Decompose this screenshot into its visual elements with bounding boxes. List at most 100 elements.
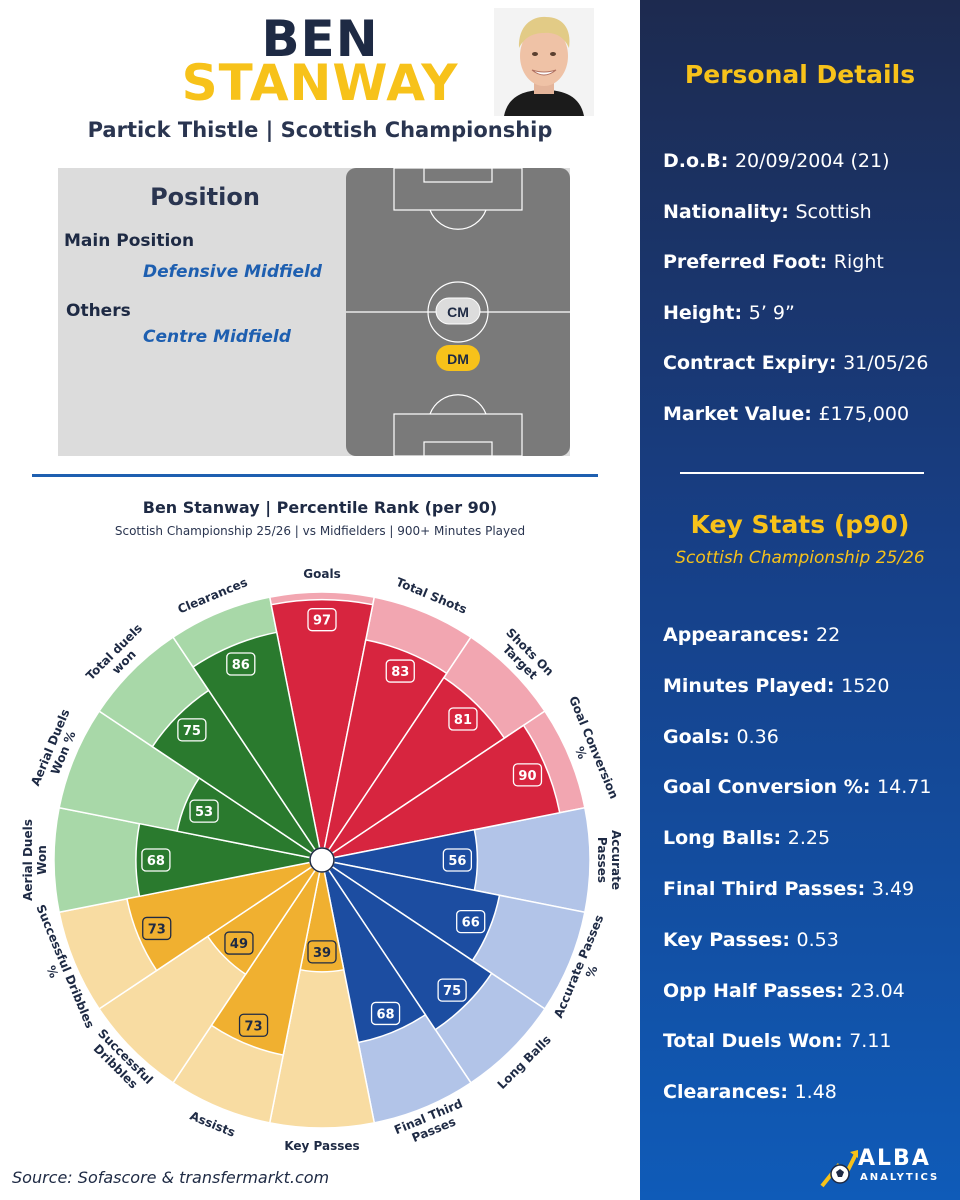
personal-detail-label: Nationality:	[663, 200, 796, 223]
value-label-box	[512, 763, 543, 787]
key-stat-value: 7.11	[849, 1030, 892, 1053]
pitch-diagram: CM DM	[346, 168, 570, 456]
key-stat-value: 1520	[841, 674, 890, 697]
dm-marker	[436, 345, 480, 371]
value-label-box	[224, 931, 254, 955]
value-label: 56	[448, 854, 466, 869]
key-stat-value: 0.53	[796, 928, 839, 951]
value-label: 53	[195, 805, 213, 820]
cm-marker	[435, 297, 481, 325]
value-label-box	[177, 718, 207, 742]
value-label: 75	[443, 984, 461, 999]
value-label-box	[307, 940, 337, 964]
personal-detail-row: D.o.B: 20/09/2004 (21)	[663, 150, 953, 172]
other-positions-label: Others	[66, 301, 131, 321]
category-label: Assists	[188, 1109, 237, 1140]
value-label-box	[448, 707, 478, 731]
key-stat-value: 2.25	[787, 827, 831, 850]
value-label: 81	[454, 713, 472, 728]
value-label: 73	[244, 1019, 262, 1034]
main-position-value: Defensive Midfield	[143, 262, 322, 282]
personal-detail-value: £175,000	[818, 402, 910, 425]
chart-center	[309, 847, 335, 873]
personal-detail-value: Scottish	[795, 200, 872, 223]
key-stat-label: Goal Conversion %:	[663, 776, 878, 799]
key-stat-row: Opp Half Passes: 23.04	[663, 980, 953, 1002]
main-position-label: Main Position	[64, 231, 195, 251]
key-stat-row: Total Duels Won: 7.11	[663, 1030, 953, 1052]
value-label: 73	[148, 922, 166, 937]
player-photo	[494, 8, 594, 116]
key-stat-row: Appearances: 22	[663, 624, 953, 646]
category-label: Key Passes	[284, 1139, 359, 1153]
value-label: 39	[313, 946, 331, 961]
key-stat-row: Clearances: 1.48	[663, 1081, 953, 1103]
key-stat-label: Goals:	[663, 725, 737, 748]
dm-marker-label: DM	[447, 351, 469, 367]
personal-detail-row: Market Value: £175,000	[663, 403, 953, 425]
value-label: 83	[391, 665, 409, 680]
section-divider	[32, 474, 598, 477]
key-stat-value: 1.48	[794, 1081, 837, 1104]
key-stat-row: Goals: 0.36	[663, 726, 953, 748]
value-label: 68	[147, 854, 165, 869]
personal-detail-label: Preferred Foot:	[663, 251, 834, 273]
value-label-box	[189, 799, 219, 823]
value-label: 49	[230, 937, 248, 952]
key-stat-label: Clearances:	[663, 1081, 795, 1104]
personal-detail-label: Contract Expiry:	[663, 352, 844, 374]
personal-details-heading: Personal Details	[684, 60, 916, 89]
key-stat-value: 14.71	[877, 776, 932, 799]
key-stat-value: 3.49	[871, 878, 915, 900]
key-stats-heading: Key Stats (p90)	[690, 510, 910, 539]
key-stats-subtitle: Scottish Championship 25/26	[675, 548, 925, 568]
personal-detail-row: Nationality: Scottish	[663, 201, 953, 223]
value-label-box	[238, 1013, 269, 1037]
value-label-box	[442, 848, 473, 872]
personal-detail-row: Height: 5’ 9”	[663, 302, 953, 324]
player-first-name: BEN	[261, 10, 379, 68]
other-positions-value: Centre Midfield	[143, 327, 291, 347]
personal-detail-label: Height:	[663, 301, 749, 324]
key-stat-label: Final Third Passes:	[663, 878, 872, 900]
value-label-box	[370, 1001, 401, 1026]
key-stat-label: Minutes Played:	[663, 674, 842, 697]
personal-detail-label: D.o.B:	[663, 150, 735, 172]
value-label-box	[141, 848, 171, 872]
personal-detail-row: Preferred Foot: Right	[663, 251, 953, 273]
key-stat-value: 0.36	[736, 725, 779, 748]
key-stat-label: Key Passes:	[663, 928, 797, 951]
key-stat-row: Goal Conversion %: 14.71	[663, 776, 953, 798]
logo-text-alba: ALBA	[858, 1146, 931, 1171]
source-note: Source: Sofascore & transfermarkt.com	[12, 1168, 330, 1187]
key-stat-row: Final Third Passes: 3.49	[663, 878, 953, 900]
value-label-box	[226, 652, 256, 676]
key-stat-label: Long Balls:	[663, 827, 788, 850]
category-label: Goals	[303, 567, 340, 581]
value-label-box	[307, 608, 337, 632]
key-stat-value: 22	[816, 624, 841, 646]
key-stat-label: Opp Half Passes:	[663, 979, 851, 1002]
cm-marker-label: CM	[447, 304, 469, 320]
value-label-box	[385, 659, 415, 683]
value-label: 68	[377, 1007, 395, 1022]
value-label: 75	[183, 724, 201, 739]
logo-text-analytics: ANALYTICS	[860, 1172, 940, 1183]
value-label-box	[456, 909, 486, 934]
position-title: Position	[150, 183, 260, 211]
club-league-line: Partick Thistle | Scottish Championship	[87, 118, 553, 142]
alba-analytics-logo	[820, 1150, 858, 1188]
chart-subtitle: Scottish Championship 25/26 | vs Midfiel…	[114, 524, 526, 538]
value-label-box	[437, 978, 467, 1002]
personal-detail-value: 20/09/2004 (21)	[734, 150, 890, 172]
right-divider	[680, 472, 924, 474]
key-stat-value: 23.04	[850, 979, 905, 1002]
value-label: 97	[313, 614, 331, 629]
key-stat-row: Key Passes: 0.53	[663, 929, 953, 951]
key-stat-label: Total Duels Won:	[663, 1030, 850, 1053]
personal-detail-value: Right	[833, 251, 884, 273]
value-label: 90	[518, 769, 536, 784]
personal-detail-value: 31/05/26	[843, 352, 929, 374]
value-label-box	[142, 916, 172, 941]
key-stat-row: Minutes Played: 1520	[663, 675, 953, 697]
